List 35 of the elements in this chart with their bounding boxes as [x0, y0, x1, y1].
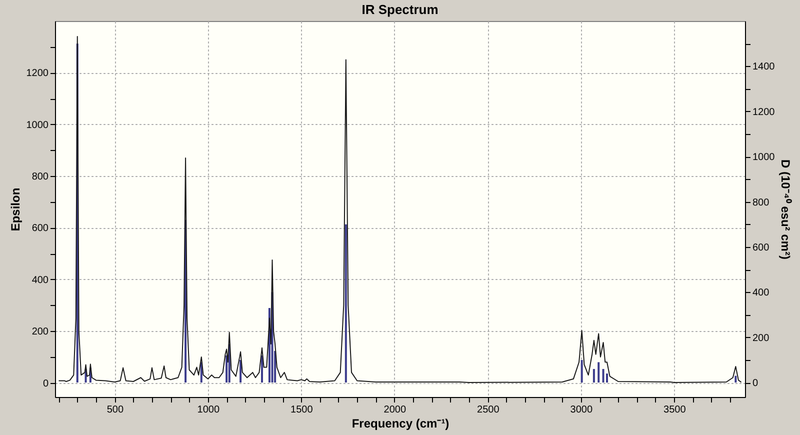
y2-tick-label: 1200	[752, 106, 776, 118]
chart-title: IR Spectrum	[362, 2, 438, 17]
x-tick-label: 1500	[290, 404, 314, 416]
y-tick-label: 800	[32, 172, 49, 183]
bar	[602, 368, 604, 383]
y-tick-label: 0	[42, 378, 49, 390]
y-tick-label: 200	[32, 326, 49, 338]
y2-axis-title: D (10⁻⁴⁰ esu² cm²)	[778, 160, 793, 260]
bar	[261, 355, 263, 383]
x-tick-label: 500	[106, 404, 124, 416]
y2-tick-label: 1400	[752, 62, 776, 73]
y2-tick-label: 0	[752, 378, 758, 390]
x-tick-label: 2500	[477, 404, 500, 416]
y2-tick-label: 1000	[752, 152, 776, 164]
bar	[240, 360, 242, 383]
y-axis-title: Epsilon	[8, 188, 22, 232]
y2-tick-label: 600	[752, 242, 770, 254]
y-tick-label: 400	[32, 274, 49, 286]
bar	[580, 360, 583, 383]
line-series	[58, 36, 742, 384]
x-tick-label: 1000	[197, 404, 220, 416]
y-tick-label: 1000	[26, 120, 49, 131]
bar	[592, 368, 595, 383]
y-tick-label: 1200	[26, 68, 49, 80]
y2-tick-label: 200	[752, 332, 770, 344]
bar	[344, 224, 347, 383]
x-tick-label: 3000	[570, 404, 593, 416]
x-tick-label: 2000	[384, 404, 406, 416]
x-axis-title: Frequency (cm⁻¹)	[352, 416, 450, 430]
bar	[734, 376, 737, 383]
bar	[598, 362, 600, 383]
y2-tick-label: 800	[752, 197, 770, 208]
y-tick-label: 600	[32, 223, 49, 234]
x-tick-label: 3500	[664, 404, 686, 416]
y2-tick-label: 400	[752, 288, 770, 299]
